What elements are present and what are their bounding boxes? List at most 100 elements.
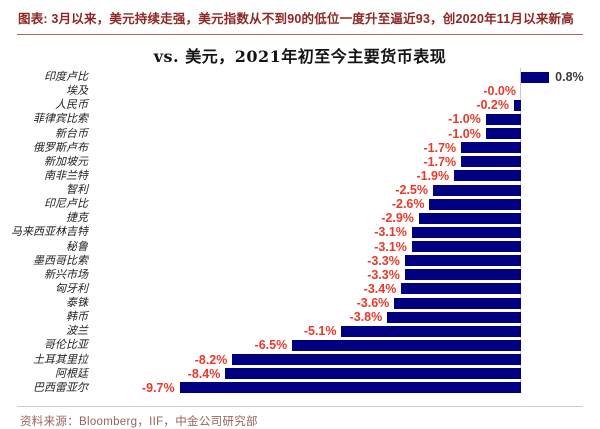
value-label: -3.1% [374,225,407,240]
chart-caption-bar: 图表: 3月以来，美元持续走强，美元指数从不到90的低位一度升至逼近93，创20… [17,0,583,35]
bar-area: -0.2% [92,98,600,112]
bar [485,128,521,139]
category-label: 秘鲁 [66,239,88,253]
bar-area: -9.7% [92,381,600,395]
category-label: 印尼卢比 [44,197,88,211]
bar-area: -3.8% [92,310,600,324]
chart-row: 哥伦比亚 -6.5% [0,338,600,352]
value-label: -3.6% [356,296,390,310]
chart-caption: 图表: 3月以来，美元持续走强，美元指数从不到90的低位一度升至逼近93，创20… [18,12,574,26]
category-label: 智利 [66,183,88,196]
category-label: 墨西哥比索 [33,253,88,267]
bar-area: -6.5% [92,338,600,352]
value-label: -3.3% [367,253,400,268]
category-label: 匈牙利 [55,281,88,295]
value-label: -3.8% [349,310,383,325]
bar-area: -3.6% [92,296,600,310]
category-label: 印度卢比 [44,70,88,83]
category-label: 韩币 [66,310,88,324]
chart-row: 印尼卢比 -2.6% [0,197,600,211]
value-label: -1.7% [423,140,457,155]
value-label: -1.0% [448,126,481,141]
chart-row: 捷克 -2.9% [0,211,600,225]
bar [418,212,521,224]
chart-row: 匈牙利 -3.4% [0,282,600,296]
category-label: 捷克 [66,211,88,225]
bar-chart: 印度卢比 0.8% 埃及 -0.0% 人民币 -0.2% 菲律宾比索 -1.0% 新台币 -1.0… [0,68,600,395]
bar-area: -1.0% [92,127,600,141]
chart-row: 泰铢 -3.6% [0,296,600,310]
value-label: -3.3% [367,267,400,282]
bar [292,339,521,351]
bar [411,226,521,238]
chart-row: 波兰 -5.1% [0,324,600,338]
chart-row: 新兴市场 -3.3% [0,268,600,282]
value-label: -8.4% [187,366,221,381]
bar [404,269,521,281]
value-label: -1.9% [416,168,450,183]
bar [454,170,521,182]
chart-row: 菲律宾比索 -1.0% [0,112,600,126]
category-label: 泰铢 [66,296,88,309]
bar-area: -1.7% [92,141,600,155]
bar [461,142,521,154]
source-note: 资料来源：Bloomberg，IIF，中金公司研究部 [20,416,258,428]
category-label: 南非兰特 [44,168,88,182]
footer-divider [17,406,583,407]
bar-area: -3.1% [92,225,600,239]
chart-row: 马来西亚林吉特 -3.1% [0,225,600,239]
category-label: 哥伦比亚 [44,338,88,352]
bar-area: 0.8% [92,70,600,84]
bar [232,354,521,365]
value-label: -1.7% [423,154,457,169]
value-label: 0.8% [555,70,584,84]
chart-row: 南非兰特 -1.9% [0,169,600,183]
value-label: -3.4% [363,281,397,296]
bar-area: -3.3% [92,254,600,268]
bar-area: -8.4% [92,367,600,381]
value-label: -1.0% [448,112,481,127]
bar-area: -3.3% [92,268,600,282]
category-label: 俄罗斯卢布 [33,140,88,154]
bar [513,99,521,111]
value-label: -2.6% [391,197,425,212]
value-label: -5.1% [303,324,337,339]
category-label: 土耳其里拉 [33,352,88,366]
category-label: 马来西亚林吉特 [11,225,88,239]
value-label: -2.5% [395,183,428,197]
bar-area: -2.6% [92,197,600,211]
category-label: 巴西雷亚尔 [33,380,88,394]
bar-area: -2.9% [92,211,600,225]
chart-row: 新台币 -1.0% [0,127,600,141]
chart-row: 阿根廷 -8.4% [0,367,600,381]
category-label: 波兰 [66,324,88,338]
bar [401,283,521,295]
bar-area: -2.5% [92,183,600,197]
chart-row: 新加坡元 -1.7% [0,155,600,169]
bar-area: -1.7% [92,155,600,169]
chart-row: 埃及 -0.0% [0,84,600,98]
bar-area: -8.2% [92,353,600,367]
value-label: -0.2% [476,98,509,113]
chart-row: 俄罗斯卢布 -1.7% [0,141,600,155]
bar [429,198,521,210]
bar [225,368,521,380]
bar [521,71,550,83]
category-label: 阿根廷 [55,366,88,380]
bar [387,311,521,323]
chart-row: 智利 -2.5% [0,183,600,197]
category-label: 新台币 [55,126,88,140]
bar [179,382,521,394]
value-label: -6.5% [254,338,288,353]
chart-row: 巴西雷亚尔 -9.7% [0,381,600,395]
value-label: -8.2% [194,352,228,367]
bar [461,156,521,168]
bar-area: -1.9% [92,169,600,183]
chart-row: 秘鲁 -3.1% [0,240,600,254]
chart-title: vs. 美元，2021年初至今主要货币表现 [153,47,447,66]
chart-row: 土耳其里拉 -8.2% [0,353,600,367]
chart-row: 人民币 -0.2% [0,98,600,112]
chart-row: 墨西哥比索 -3.3% [0,254,600,268]
bar [433,184,521,196]
